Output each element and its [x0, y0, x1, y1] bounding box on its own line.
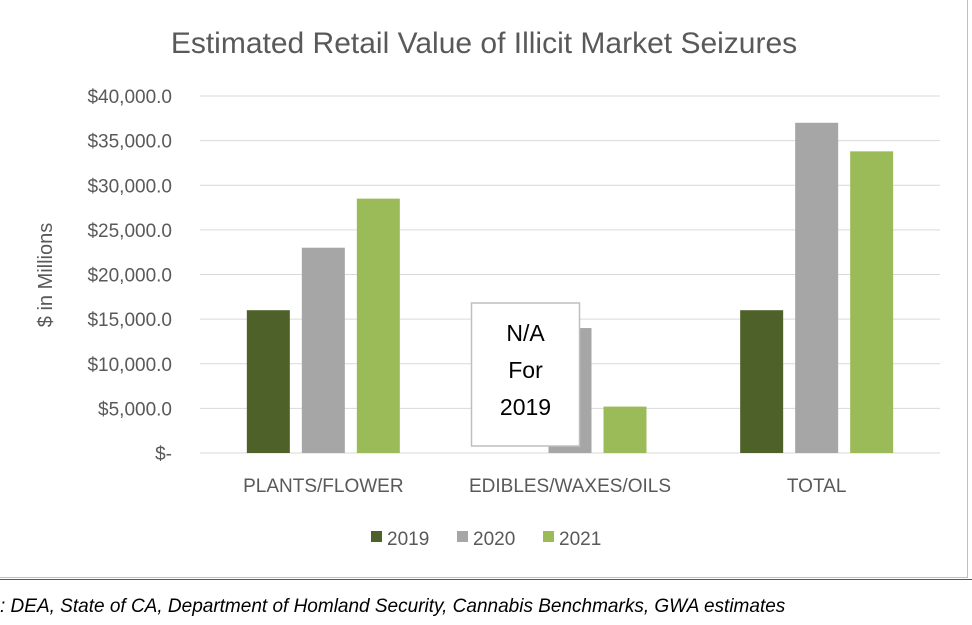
bar-2021-total [850, 151, 894, 453]
y-tick-label: $10,000.0 [87, 355, 172, 376]
y-tick-label: $15,000.0 [87, 310, 172, 331]
bar-2020-total [795, 122, 839, 454]
legend-label: 2020 [473, 529, 515, 550]
source-note: : DEA, State of CA, Department of Homlan… [0, 596, 786, 617]
chart-frame [0, 0, 968, 578]
chart-svg: Estimated Retail Value of Illicit Market… [35, 27, 940, 550]
y-tick-label: $35,000.0 [87, 132, 172, 153]
bar-2020-plants-flower [301, 247, 345, 453]
legend-label: 2019 [387, 529, 429, 550]
legend-swatch-2020 [457, 531, 468, 542]
bar-2021-edibles-waxes-oils [603, 406, 647, 453]
x-tick-label: PLANTS/FLOWER [243, 476, 403, 497]
chart-title: Estimated Retail Value of Illicit Market… [171, 27, 797, 60]
y-tick-label: $40,000.0 [87, 87, 172, 108]
y-tick-label: $5,000.0 [98, 399, 172, 420]
y-tick-label: $30,000.0 [87, 176, 172, 197]
y-tick-label: $25,000.0 [87, 221, 172, 242]
bar-2021-plants-flower [356, 198, 400, 453]
annotation-text: N/A [506, 320, 545, 346]
footer-divider [0, 579, 972, 580]
bar-2019-total [740, 310, 784, 453]
annotation-box [470, 302, 581, 447]
y-tick-label: $- [155, 444, 172, 465]
legend-swatch-2021 [543, 531, 554, 542]
annotation-text: 2019 [500, 394, 551, 420]
legend-swatch-2019 [371, 531, 382, 542]
bar-2019-plants-flower [246, 310, 290, 453]
x-tick-label: EDIBLES/WAXES/OILS [469, 476, 671, 497]
annotation-text: For [508, 357, 543, 383]
legend-label: 2021 [559, 529, 601, 550]
y-axis-label: $ in Millions [35, 223, 57, 327]
x-tick-label: TOTAL [787, 476, 846, 497]
y-tick-label: $20,000.0 [87, 266, 172, 287]
